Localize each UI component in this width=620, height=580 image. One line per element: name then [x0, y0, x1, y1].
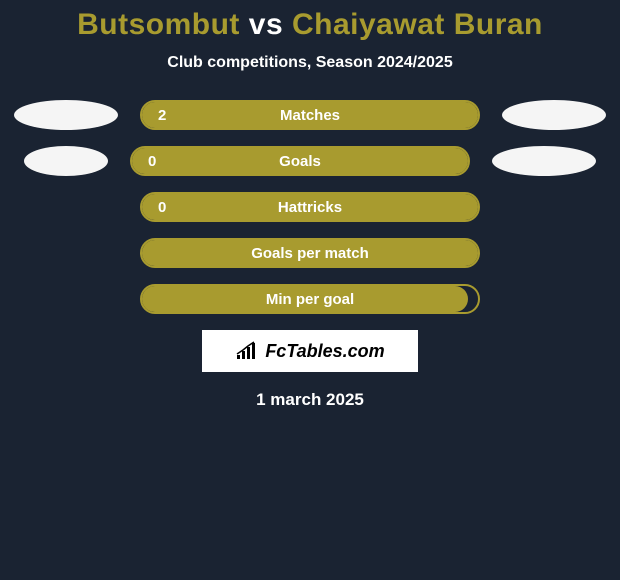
stat-rows: 2Matches 0Goals 0Hattricks Goals per match M…	[0, 100, 620, 314]
bar-label: Hattricks	[142, 199, 478, 216]
vs-text: vs	[249, 8, 283, 41]
player1-name: Butsombut	[77, 8, 240, 41]
page-title: Butsombut vs Chaiyawat Buran	[0, 8, 620, 42]
logo-text: FcTables.com	[265, 341, 384, 362]
stat-bar: Min per goal	[140, 284, 480, 314]
left-ellipse	[14, 100, 118, 130]
right-ellipse	[492, 146, 596, 176]
date-label: 1 march 2025	[0, 390, 620, 410]
stat-bar: Goals per match	[140, 238, 480, 268]
stat-row: 2Matches	[0, 100, 620, 130]
stat-bar: 0Hattricks	[140, 192, 480, 222]
subtitle: Club competitions, Season 2024/2025	[0, 54, 620, 72]
stat-bar: 0Goals	[130, 146, 470, 176]
bar-label: Min per goal	[142, 291, 478, 308]
bar-label: Goals	[132, 153, 468, 170]
stat-row: 0Goals	[0, 146, 620, 176]
comparison-widget: Butsombut vs Chaiyawat Buran Club compet…	[0, 0, 620, 410]
logo-box[interactable]: FcTables.com	[202, 330, 418, 372]
stat-bar: 2Matches	[140, 100, 480, 130]
player2-name: Chaiyawat Buran	[292, 8, 543, 41]
left-ellipse	[24, 146, 108, 176]
stat-row: Min per goal	[0, 284, 620, 314]
stat-row: Goals per match	[0, 238, 620, 268]
stat-row: 0Hattricks	[0, 192, 620, 222]
chart-icon	[235, 341, 259, 361]
right-ellipse	[502, 100, 606, 130]
bar-label: Goals per match	[142, 245, 478, 262]
bar-label: Matches	[142, 107, 478, 124]
logo-inner: FcTables.com	[235, 341, 384, 362]
